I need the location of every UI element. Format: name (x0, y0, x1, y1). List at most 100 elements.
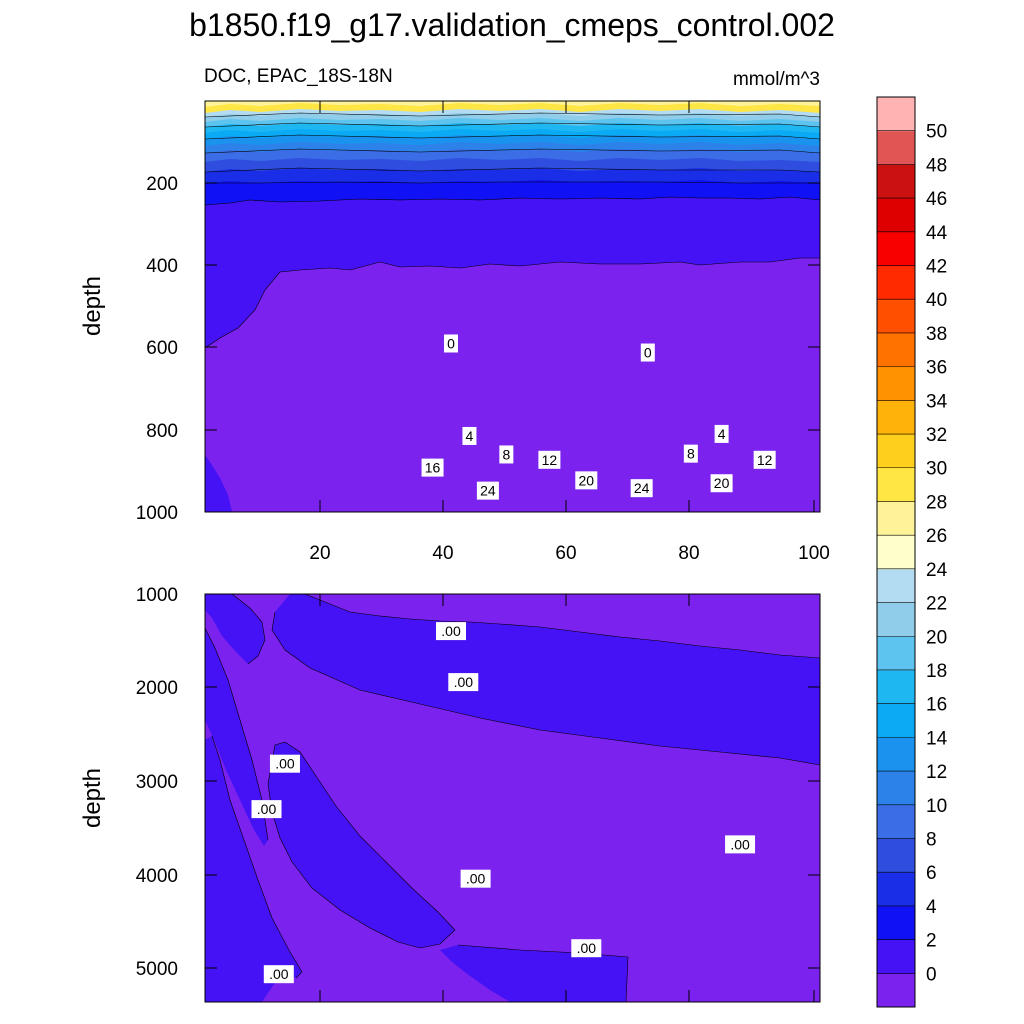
colorbar-tick-label: 24 (926, 560, 948, 581)
colorbar-tick-label: 18 (926, 661, 947, 682)
upper-x-tick-label: 40 (432, 543, 453, 564)
contour-label: .00 (275, 756, 295, 772)
upper-panel: DOC, EPAC_18S-18N mmol/m^3 (79, 66, 830, 564)
colorbar-tick-label: 44 (926, 223, 948, 244)
lower-y-tick-label: 2000 (136, 678, 178, 699)
contour-label: .00 (466, 871, 486, 887)
colorbar-swatch (877, 703, 915, 738)
colorbar-swatch (877, 434, 915, 469)
contour-label: .00 (730, 836, 750, 852)
lower-fill-band-corner (205, 594, 265, 664)
colorbar-tick-label: 12 (926, 762, 947, 783)
colorbar-swatch (877, 804, 915, 839)
lower-fill-band-bottom (440, 945, 628, 1002)
colorbar-frame (876, 96, 916, 1008)
upper-y-tick-label: 600 (146, 338, 178, 359)
upper-y-axis (205, 182, 820, 513)
lower-y-tick-label: 4000 (136, 866, 178, 887)
colorbar-tick-label: 30 (926, 459, 947, 480)
contour-label-background (462, 426, 477, 445)
upper-contour-fills (205, 101, 820, 512)
contour-label: 20 (714, 475, 730, 491)
colorbar-tick-label: 42 (926, 257, 947, 278)
upper-x-tick-label: 80 (678, 543, 699, 564)
contour-label: .00 (441, 623, 461, 639)
lower-y-axis-title: depth (79, 768, 106, 828)
contour-label-background (575, 471, 598, 490)
contour-label: 20 (579, 472, 595, 488)
colorbar-tick-label: 26 (926, 526, 947, 547)
colorbar-tick-label: 10 (926, 796, 947, 817)
colorbar-tick-label: 22 (926, 594, 947, 615)
colorbar-swatch (877, 973, 915, 1008)
colorbar-tick-label: 4 (926, 897, 937, 918)
colorbar-tick-label: 38 (926, 324, 947, 345)
contour-label-background (436, 622, 466, 641)
chart-title: b1850.f19_g17.validation_cmeps_control.0… (189, 7, 835, 43)
upper-plot-frame (204, 100, 821, 513)
upper-variable-label: DOC, EPAC_18S-18N (204, 66, 393, 87)
contour-label: 0 (644, 345, 652, 361)
colorbar-swatch (877, 231, 915, 267)
contour-label-background (476, 481, 499, 500)
colorbar-swatch (877, 130, 915, 165)
lower-y-tick-label: 1000 (136, 585, 178, 606)
upper-fill-level-28 (205, 101, 820, 107)
upper-x-tick-label: 60 (555, 543, 576, 564)
colorbar-labels: 0246810121416182022242628303234363840424… (877, 122, 948, 985)
upper-y-tick-label: 800 (146, 421, 178, 442)
contour-label-background (448, 673, 479, 692)
upper-fill-deep-level-2 (205, 455, 232, 512)
colorbar-tick-label: 32 (926, 425, 947, 446)
contour-label-background (444, 334, 458, 353)
contour-label-background (683, 444, 698, 463)
colorbar-swatch (877, 872, 915, 907)
lower-contour-fills (205, 594, 820, 1002)
contour-label-background (421, 458, 444, 477)
contour-label-background (251, 800, 282, 819)
colorbar-swatch (877, 366, 915, 401)
contour-label-background (710, 474, 733, 493)
lower-fill-band-diag-left (205, 628, 268, 846)
contour-label: .00 (269, 966, 289, 982)
upper-x-tick-label: 20 (309, 543, 330, 564)
colorbar-swatch (877, 838, 915, 873)
lower-plot-frame (204, 593, 821, 1003)
contour-label: 0 (447, 335, 455, 351)
upper-y-tick-label: 400 (146, 256, 178, 277)
colorbar-swatch (877, 467, 915, 502)
colorbar-swatch (877, 771, 915, 806)
colorbar-swatch (877, 164, 915, 199)
contour-label-background (538, 450, 561, 469)
contour-label: 12 (757, 452, 773, 468)
colorbar-swatch (877, 198, 915, 233)
colorbar-tick-label: 14 (926, 728, 948, 749)
colorbar-swatch (877, 636, 915, 671)
colorbar-swatch (877, 299, 915, 334)
colorbar-tick-label: 6 (926, 863, 937, 884)
contour-label: .00 (577, 940, 597, 956)
contour-label-background (640, 343, 655, 362)
colorbar-tick-label: 46 (926, 189, 947, 210)
lower-fill-band-middle-inner (305, 594, 820, 658)
upper-y-axis-title: depth (79, 276, 106, 336)
lower-contour-lines (205, 594, 820, 1002)
upper-x-tick-label: 100 (798, 543, 830, 564)
contour-label: 12 (542, 452, 558, 468)
contour-label: 8 (502, 446, 510, 462)
contour-label-background (753, 450, 776, 469)
colorbar-tick-label: 40 (926, 290, 947, 311)
colorbar-tick-label: 50 (926, 122, 947, 143)
upper-contour-lines (205, 112, 820, 349)
colorbar-tick-label: 48 (926, 155, 947, 176)
colorbar-swatch (877, 400, 915, 435)
contour-label-background (263, 965, 294, 984)
contour-label-background (571, 939, 602, 958)
colorbar-tick-label: 20 (926, 627, 947, 648)
colorbar-tick-label: 36 (926, 358, 947, 379)
upper-y-tick-label: 200 (146, 174, 178, 195)
colorbar-swatch (877, 737, 915, 772)
colorbar-tick-label: 2 (926, 931, 937, 952)
contour-label: .00 (454, 674, 474, 690)
colorbar-swatch (877, 602, 915, 637)
